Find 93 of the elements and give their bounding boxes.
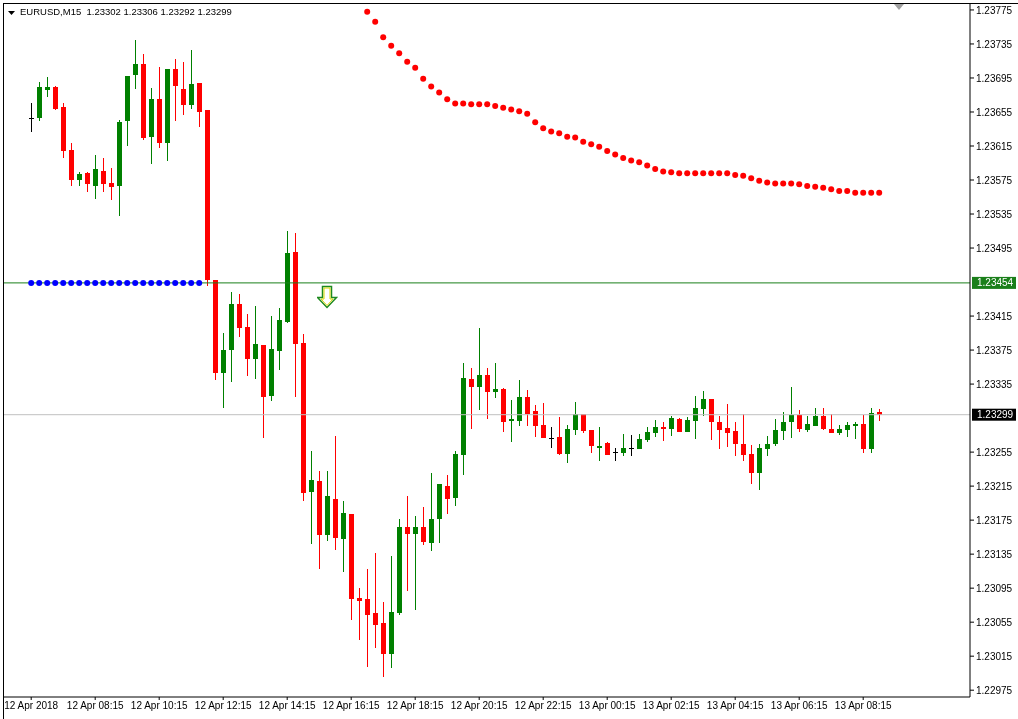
candlestick [181, 61, 186, 116]
y-tick-label: 1.23375 [976, 344, 1013, 356]
candlestick [477, 327, 482, 411]
candlestick [781, 411, 786, 441]
candlestick [621, 433, 626, 457]
candlestick [469, 367, 474, 430]
y-tick-label: 1.23255 [976, 446, 1013, 458]
candlestick [789, 386, 794, 439]
candlestick [741, 413, 746, 462]
candlestick [373, 552, 378, 649]
candlestick [549, 426, 554, 449]
candlestick [821, 407, 826, 431]
candlestick [133, 39, 138, 90]
candlestick [173, 58, 178, 122]
candlestick [109, 167, 114, 201]
y-tick-label: 1.23775 [976, 4, 1013, 16]
x-tick-label: 12 Apr 10:15 [130, 700, 188, 712]
y-tick-label: 1.23135 [976, 548, 1013, 560]
candlestick [525, 389, 530, 427]
y-tick-label: 1.22975 [976, 684, 1013, 696]
x-tick-label: 13 Apr 02:15 [642, 700, 700, 712]
y-tick-label: 1.23175 [976, 514, 1013, 526]
y-tick-label: 1.23695 [976, 72, 1013, 84]
x-tick-label: 12 Apr 20:15 [450, 700, 508, 712]
candlestick [93, 154, 98, 200]
candlestick [357, 587, 362, 641]
y-tick-label: 1.23575 [976, 174, 1013, 186]
x-tick-label: 13 Apr 00:15 [578, 700, 636, 712]
candlestick [797, 409, 802, 433]
candlestick [493, 362, 498, 399]
candlestick [717, 415, 722, 450]
candlestick [613, 447, 618, 462]
y-tick-label: 1.23095 [976, 582, 1013, 594]
candlestick [573, 401, 578, 436]
candlestick [309, 450, 314, 545]
candlestick [509, 399, 514, 443]
candlestick [597, 426, 602, 462]
x-tick-label: 13 Apr 08:15 [834, 700, 892, 712]
candlestick [189, 49, 194, 110]
y-tick-label: 1.23735 [976, 38, 1013, 50]
candlestick [701, 390, 706, 417]
candlestick [413, 515, 418, 611]
x-tick-label: 12 Apr 22:15 [514, 700, 572, 712]
candlestick [517, 379, 522, 427]
x-tick-label: 13 Apr 06:15 [770, 700, 828, 712]
candlestick [533, 404, 538, 438]
y-tick-label: 1.23655 [976, 106, 1013, 118]
candlestick [629, 434, 634, 457]
candlestick [445, 474, 450, 515]
candlestick [29, 102, 34, 133]
y-tick-label: 1.23415 [976, 310, 1013, 322]
y-tick-label: 1.23015 [976, 650, 1013, 662]
candlestick [253, 305, 258, 380]
candlestick [221, 332, 226, 409]
candlestick [693, 395, 698, 440]
candlestick [429, 472, 434, 552]
candlestick [541, 402, 546, 439]
candlestick [733, 421, 738, 457]
candlestick [365, 568, 370, 668]
candlestick [669, 415, 674, 437]
y-tick-label: 1.23615 [976, 140, 1013, 152]
ref-line-label: 1.23299 [977, 409, 1014, 421]
y-tick-label: 1.23535 [976, 208, 1013, 220]
candlestick [661, 421, 666, 442]
x-tick-label: 12 Apr 14:15 [258, 700, 316, 712]
x-tick-label: 12 Apr 2018 [4, 700, 59, 712]
ref-line-label: 1.23454 [977, 277, 1014, 289]
candlestick [237, 293, 242, 338]
candlestick [765, 435, 770, 457]
y-tick-label: 1.23335 [976, 378, 1013, 390]
candlestick [853, 421, 858, 440]
candlestick [45, 76, 50, 98]
candlestick [85, 171, 90, 193]
y-tick-label: 1.23495 [976, 242, 1013, 254]
candlestick [709, 398, 714, 441]
y-tick-label: 1.23215 [976, 480, 1013, 492]
candlestick [485, 367, 490, 420]
candlestick [101, 157, 106, 193]
y-tick-label: 1.23055 [976, 616, 1013, 628]
x-tick-label: 12 Apr 12:15 [194, 700, 252, 712]
candlestick [725, 403, 730, 448]
candlestick [589, 429, 594, 454]
x-tick-label: 13 Apr 04:15 [706, 700, 764, 712]
candlestick [405, 495, 410, 592]
candlestick [773, 418, 778, 447]
candlestick [749, 444, 754, 485]
chart-title: EURUSD,M15 1.23302 1.23306 1.23292 1.23299 [20, 6, 232, 18]
x-tick-label: 12 Apr 08:15 [66, 700, 124, 712]
candlestick [421, 506, 426, 546]
x-tick-label: 12 Apr 16:15 [322, 700, 380, 712]
candlestick [557, 416, 562, 456]
candlestick [53, 85, 58, 111]
x-tick-label: 12 Apr 18:15 [386, 700, 444, 712]
